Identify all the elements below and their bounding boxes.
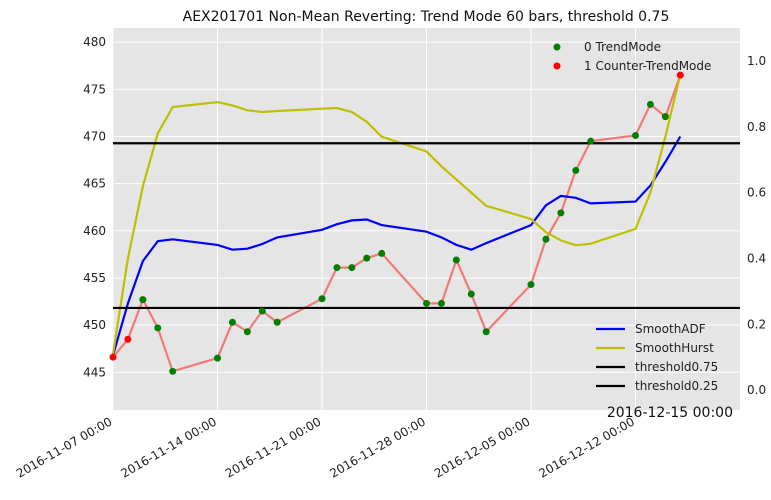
y-right-tick-0.6: 0.6 xyxy=(747,186,766,200)
legend-modes: 0 TrendMode 1 Counter-TrendMode xyxy=(553,40,711,73)
mode-point-16 xyxy=(437,299,445,307)
corner-date-label: 2016-12-15 00:00 xyxy=(607,405,733,421)
mode-point-21 xyxy=(542,235,550,243)
legend-lines: SmoothADF SmoothHurst threshold0.75 thresho… xyxy=(596,322,718,393)
y-right-tick-0.4: 0.4 xyxy=(747,252,766,266)
mode-point-14 xyxy=(378,249,386,257)
mode-point-28 xyxy=(676,71,684,79)
mode-point-13 xyxy=(363,254,371,262)
legend-marker-0 xyxy=(553,43,561,51)
mode-point-17 xyxy=(452,256,460,264)
grid xyxy=(112,28,740,410)
mode-point-0 xyxy=(109,353,117,361)
chart-title: AEX201701 Non-Mean Reverting: Trend Mode… xyxy=(183,9,670,25)
x-tick-1: 2016-11-14 00:00 xyxy=(118,414,219,480)
mode-point-2 xyxy=(139,296,147,304)
mode-point-23 xyxy=(572,166,580,174)
y-left-tick-450: 450 xyxy=(83,318,106,332)
y-left-tick-470: 470 xyxy=(83,129,106,143)
y-axis-right: 0.0 0.2 0.4 0.6 0.8 1.0 xyxy=(747,54,766,397)
legend-line-label-1: SmoothHurst xyxy=(635,341,714,355)
mode-point-26 xyxy=(646,100,654,108)
mode-point-4 xyxy=(169,367,177,375)
legend-line-label-2: threshold0.75 xyxy=(635,360,718,374)
legend-marker-1 xyxy=(553,62,561,70)
series-line-smoothadf xyxy=(111,135,682,356)
mode-point-22 xyxy=(557,209,565,217)
x-tick-2: 2016-11-21 00:00 xyxy=(223,414,324,480)
mode-point-7 xyxy=(243,328,251,336)
y-left-tick-455: 455 xyxy=(83,271,106,285)
mode-point-1 xyxy=(124,335,132,343)
mode-point-18 xyxy=(467,290,475,298)
legend-label-0: 0 TrendMode xyxy=(584,40,661,54)
mode-point-11 xyxy=(333,264,341,272)
mode-point-19 xyxy=(482,328,490,336)
mode-point-9 xyxy=(273,318,281,326)
y-left-tick-445: 445 xyxy=(83,365,106,379)
x-tick-4: 2016-12-05 00:00 xyxy=(432,414,533,480)
mode-point-8 xyxy=(258,307,266,315)
y-right-tick-1.0: 1.0 xyxy=(747,54,766,68)
y-right-tick-0.8: 0.8 xyxy=(747,120,766,134)
y-right-tick-0.0: 0.0 xyxy=(747,383,766,397)
y-left-tick-475: 475 xyxy=(83,82,106,96)
mode-point-10 xyxy=(318,295,326,303)
mode-markers xyxy=(109,71,684,375)
mode-point-24 xyxy=(587,137,595,145)
mode-point-20 xyxy=(527,281,535,289)
legend-line-label-3: threshold0.25 xyxy=(635,379,718,393)
y-left-tick-465: 465 xyxy=(83,177,106,191)
mode-point-5 xyxy=(214,354,221,362)
y-left-tick-460: 460 xyxy=(83,224,106,238)
mode-point-6 xyxy=(228,318,236,326)
mode-point-15 xyxy=(423,299,430,307)
x-tick-5: 2016-12-12 00:00 xyxy=(536,414,637,480)
mode-point-27 xyxy=(661,113,669,121)
x-tick-0: 2016-11-07 00:00 xyxy=(14,414,115,480)
y-axis-left: 445 450 455 460 465 470 475 480 xyxy=(83,35,106,379)
legend-label-1: 1 Counter-TrendMode xyxy=(584,59,711,73)
mode-point-12 xyxy=(348,264,356,272)
legend-line-label-0: SmoothADF xyxy=(635,322,706,336)
x-axis: 2016-11-07 00:00 2016-11-14 00:00 2016-11-… xyxy=(14,414,637,480)
y-right-tick-0.2: 0.2 xyxy=(747,317,766,331)
mode-point-3 xyxy=(154,324,162,332)
mode-point-25 xyxy=(632,132,639,140)
y-left-tick-480: 480 xyxy=(83,35,106,49)
series-line-smoothhurst xyxy=(111,73,682,355)
x-tick-3: 2016-11-28 00:00 xyxy=(327,414,428,480)
